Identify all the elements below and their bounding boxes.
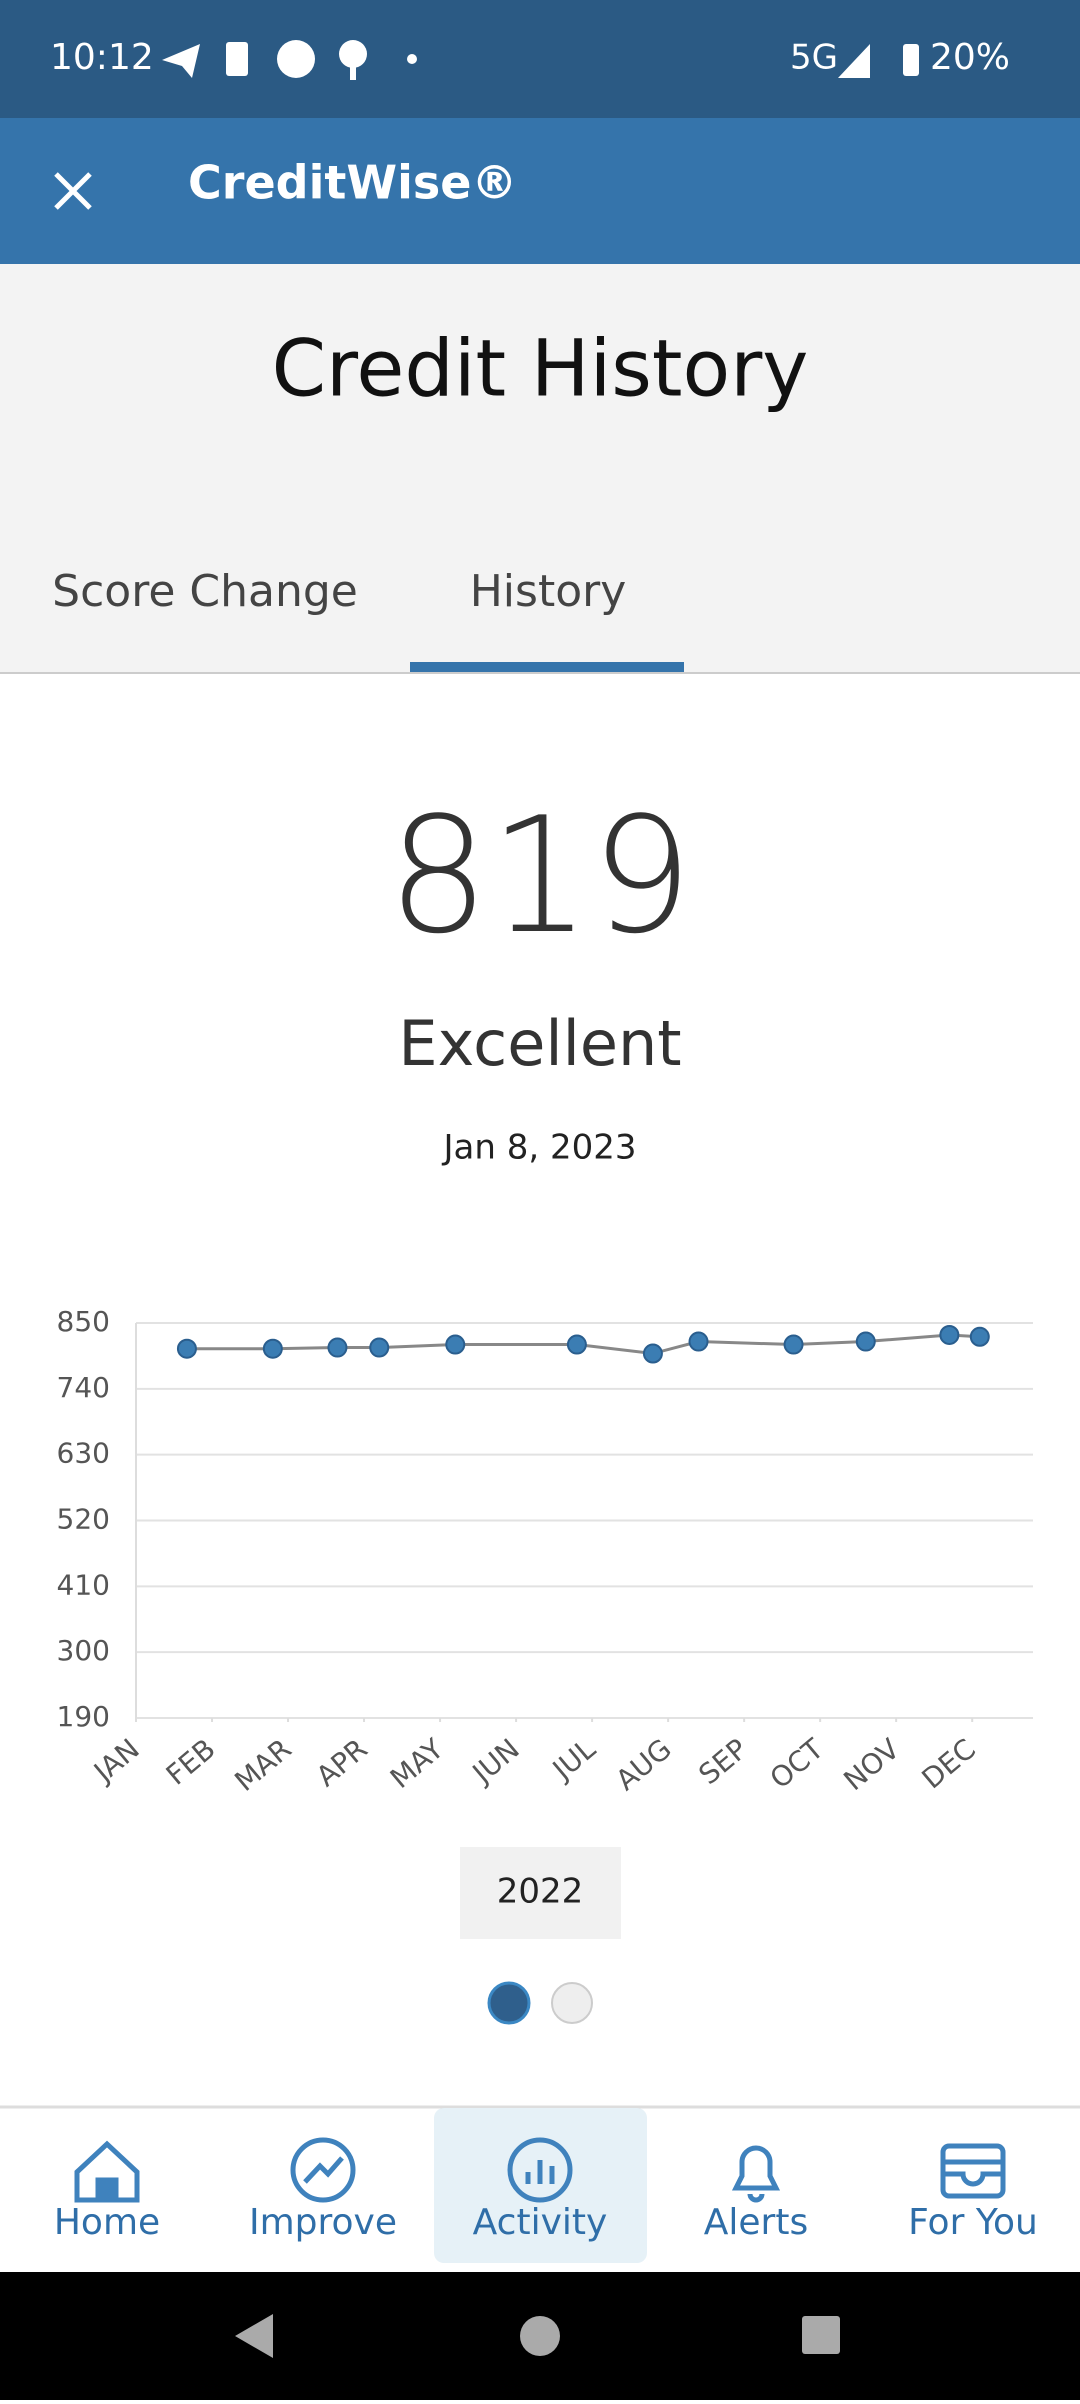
page-dot[interactable]: [551, 1982, 593, 2024]
header-area: [0, 264, 1080, 673]
y-tick-label: 850: [57, 1305, 110, 1338]
score-point: [642, 1343, 663, 1364]
score-point: [369, 1337, 390, 1358]
nav-label: Improve: [249, 2202, 397, 2243]
tab[interactable]: Score Change: [52, 566, 358, 617]
nav-labels: Home Improve Activity Alerts For You: [54, 2202, 1038, 2243]
status-battery: 20%: [930, 37, 1010, 78]
tab[interactable]: History: [470, 566, 627, 617]
score-point: [855, 1331, 876, 1352]
x-tick-label: FEB: [160, 1732, 222, 1791]
score-point: [688, 1331, 709, 1352]
score-rating: Excellent: [398, 1007, 681, 1080]
page-title: Credit History: [272, 324, 809, 414]
score-point: [566, 1334, 587, 1355]
x-tick-label: AUG: [610, 1732, 678, 1797]
score-point: [783, 1334, 804, 1355]
score-point: [445, 1334, 466, 1355]
score-date: Jan 8, 2023: [442, 1128, 637, 1168]
y-tick-label: 190: [57, 1700, 110, 1733]
close-button[interactable]: [54, 172, 92, 210]
score-point: [327, 1337, 348, 1358]
status-network: 5G: [790, 38, 838, 78]
x-tick-label: OCT: [764, 1732, 831, 1796]
y-tick-label: 300: [57, 1634, 110, 1667]
y-tick-label: 520: [57, 1503, 110, 1536]
app-bar: [0, 118, 1080, 264]
nav-icons: [74, 2137, 1006, 2203]
recents-button[interactable]: [802, 2316, 840, 2354]
nav-highlight: [434, 2108, 647, 2263]
x-tick-label: MAY: [384, 1732, 451, 1795]
x-tick-label: DEC: [916, 1732, 982, 1795]
home-button[interactable]: [520, 2316, 560, 2356]
chart: 190 300 410 520 630 740 850 JAN FEB MAR APR MAY JUN J…: [57, 1305, 1033, 1798]
score-point: [969, 1326, 990, 1347]
x-tick-label: JAN: [86, 1732, 145, 1789]
x-tick-label: MAR: [228, 1732, 297, 1798]
score-point: [176, 1338, 197, 1359]
year: 2022: [497, 1872, 584, 1912]
score-line: [186, 1333, 980, 1356]
back-button[interactable]: [235, 2314, 273, 2358]
score-point: [262, 1338, 283, 1359]
y-tick-label: 630: [57, 1437, 110, 1470]
status-icons: [162, 40, 919, 80]
x-tick-label: SEP: [692, 1732, 753, 1791]
status-time: 10:12: [50, 37, 154, 78]
app-title: CreditWise®: [188, 156, 517, 210]
x-tick-label: NOV: [837, 1732, 905, 1797]
score: 819: [387, 782, 692, 969]
nav-label: For You: [908, 2202, 1038, 2243]
x-tick-label: JUN: [465, 1732, 526, 1791]
x-tick-label: JUL: [545, 1732, 602, 1787]
year-box[interactable]: [460, 1847, 621, 1939]
y-tick-label: 740: [57, 1371, 110, 1404]
score-point: [939, 1324, 960, 1345]
page-dot[interactable]: [487, 1981, 531, 2025]
y-tick-label: 410: [57, 1568, 110, 1601]
nav-label: Activity: [473, 2202, 608, 2243]
nav-label: Home: [54, 2202, 160, 2243]
nav-label: Alerts: [704, 2202, 808, 2243]
tab-indicator: [410, 662, 684, 672]
x-tick-label: APR: [310, 1732, 374, 1793]
